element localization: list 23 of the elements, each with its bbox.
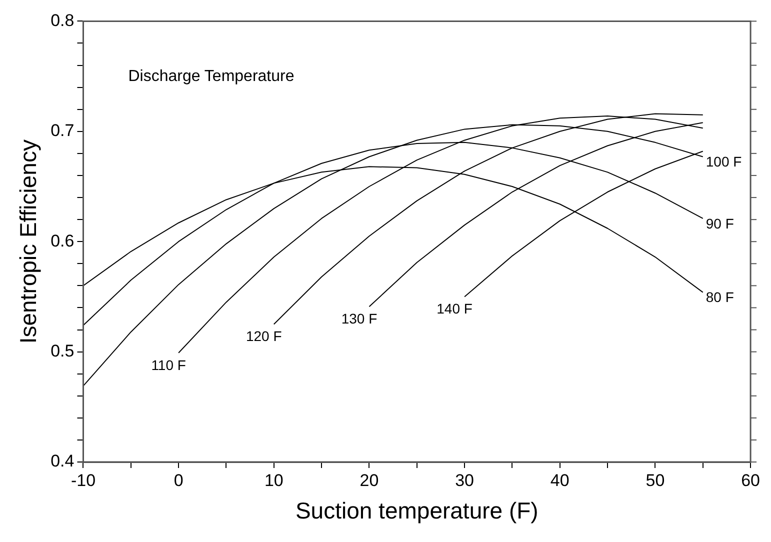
y-axis-title: Isentropic Efficiency [15, 139, 42, 344]
series-label: 100 F [706, 154, 742, 170]
x-tick-label: 60 [741, 470, 760, 490]
y-tick-label: 0.4 [50, 452, 74, 471]
x-tick-label: 20 [360, 470, 379, 490]
x-tick-label: 30 [455, 470, 474, 490]
x-tick-label: 10 [264, 470, 284, 490]
y-tick-label: 0.5 [50, 341, 74, 360]
series-label: 90 F [706, 215, 734, 232]
series-label: 110 F [151, 356, 186, 373]
annotation: Discharge Temperature [128, 68, 294, 86]
x-tick-label: 50 [646, 470, 665, 490]
series-label: 140 F [436, 300, 472, 317]
x-tick-label: -10 [70, 470, 96, 490]
y-tick-label: 0.6 [50, 231, 74, 250]
y-tick-label: 0.8 [50, 10, 74, 30]
series-label: 120 F [246, 328, 282, 344]
x-tick-label: 0 [174, 470, 184, 490]
x-axis-title: Suction temperature (F) [295, 498, 538, 524]
series-label: 80 F [706, 289, 734, 306]
y-tick-label: 0.7 [50, 121, 74, 140]
x-tick-label: 40 [550, 470, 570, 490]
series-label: 130 F [341, 310, 378, 326]
